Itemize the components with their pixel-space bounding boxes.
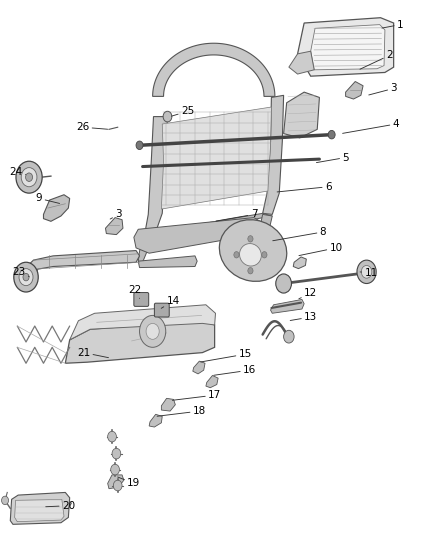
FancyBboxPatch shape bbox=[134, 293, 149, 306]
Circle shape bbox=[248, 268, 253, 274]
FancyBboxPatch shape bbox=[154, 303, 169, 317]
Text: 26: 26 bbox=[76, 122, 108, 132]
Text: 8: 8 bbox=[273, 227, 326, 241]
Polygon shape bbox=[263, 95, 284, 214]
Polygon shape bbox=[138, 233, 154, 262]
Text: 24: 24 bbox=[9, 167, 25, 177]
Text: 4: 4 bbox=[343, 119, 399, 133]
Polygon shape bbox=[284, 92, 319, 138]
Polygon shape bbox=[25, 251, 140, 287]
Polygon shape bbox=[149, 414, 162, 427]
Polygon shape bbox=[289, 51, 314, 74]
Circle shape bbox=[23, 273, 29, 281]
Polygon shape bbox=[193, 361, 205, 374]
Circle shape bbox=[111, 464, 120, 475]
Polygon shape bbox=[258, 214, 272, 245]
Text: 9: 9 bbox=[36, 193, 60, 204]
Text: 1: 1 bbox=[382, 20, 403, 30]
Circle shape bbox=[108, 431, 117, 442]
Ellipse shape bbox=[219, 220, 287, 281]
Circle shape bbox=[14, 262, 38, 292]
Text: 3: 3 bbox=[369, 83, 397, 95]
Text: 10: 10 bbox=[299, 243, 343, 256]
Polygon shape bbox=[138, 256, 197, 268]
Circle shape bbox=[284, 330, 294, 343]
Text: 6: 6 bbox=[277, 182, 332, 192]
Polygon shape bbox=[108, 475, 124, 489]
Text: 2: 2 bbox=[360, 51, 392, 69]
Circle shape bbox=[146, 324, 159, 340]
Text: 13: 13 bbox=[290, 312, 317, 322]
Polygon shape bbox=[271, 300, 304, 313]
Polygon shape bbox=[346, 82, 363, 99]
Text: 14: 14 bbox=[161, 296, 180, 308]
Polygon shape bbox=[145, 117, 167, 236]
Circle shape bbox=[262, 252, 267, 258]
Polygon shape bbox=[145, 213, 272, 237]
Circle shape bbox=[25, 173, 32, 181]
Circle shape bbox=[21, 167, 37, 187]
Circle shape bbox=[248, 236, 253, 242]
Circle shape bbox=[2, 496, 9, 505]
Polygon shape bbox=[206, 375, 218, 387]
Circle shape bbox=[16, 161, 42, 193]
Circle shape bbox=[19, 269, 33, 286]
Text: 19: 19 bbox=[118, 477, 141, 488]
Polygon shape bbox=[14, 499, 64, 522]
Text: 3: 3 bbox=[110, 209, 122, 220]
Circle shape bbox=[113, 480, 122, 491]
Text: 21: 21 bbox=[77, 348, 109, 358]
Circle shape bbox=[328, 131, 335, 139]
Circle shape bbox=[112, 448, 121, 459]
Text: 16: 16 bbox=[214, 365, 256, 375]
Text: 23: 23 bbox=[12, 267, 29, 277]
Text: 18: 18 bbox=[157, 406, 206, 416]
Polygon shape bbox=[297, 18, 394, 76]
Polygon shape bbox=[65, 321, 215, 364]
Text: 5: 5 bbox=[316, 152, 349, 163]
Polygon shape bbox=[161, 107, 272, 209]
Circle shape bbox=[140, 316, 166, 348]
Text: 15: 15 bbox=[201, 349, 252, 362]
Polygon shape bbox=[43, 195, 70, 221]
Polygon shape bbox=[11, 492, 70, 524]
Text: 11: 11 bbox=[360, 268, 378, 278]
Text: 22: 22 bbox=[128, 286, 142, 298]
Ellipse shape bbox=[240, 244, 261, 266]
Circle shape bbox=[163, 111, 172, 122]
Text: 12: 12 bbox=[299, 288, 317, 299]
Polygon shape bbox=[161, 398, 175, 411]
Polygon shape bbox=[293, 257, 306, 269]
Circle shape bbox=[136, 141, 143, 150]
Circle shape bbox=[361, 265, 372, 278]
Polygon shape bbox=[106, 217, 123, 235]
Text: 7: 7 bbox=[216, 209, 257, 221]
Text: 17: 17 bbox=[172, 390, 221, 400]
Polygon shape bbox=[134, 217, 263, 253]
Polygon shape bbox=[152, 43, 275, 96]
Circle shape bbox=[357, 260, 376, 284]
Circle shape bbox=[276, 274, 291, 293]
Circle shape bbox=[234, 252, 239, 258]
Text: 20: 20 bbox=[46, 500, 75, 511]
Polygon shape bbox=[311, 25, 385, 70]
Text: 25: 25 bbox=[171, 106, 194, 116]
Polygon shape bbox=[70, 305, 215, 340]
